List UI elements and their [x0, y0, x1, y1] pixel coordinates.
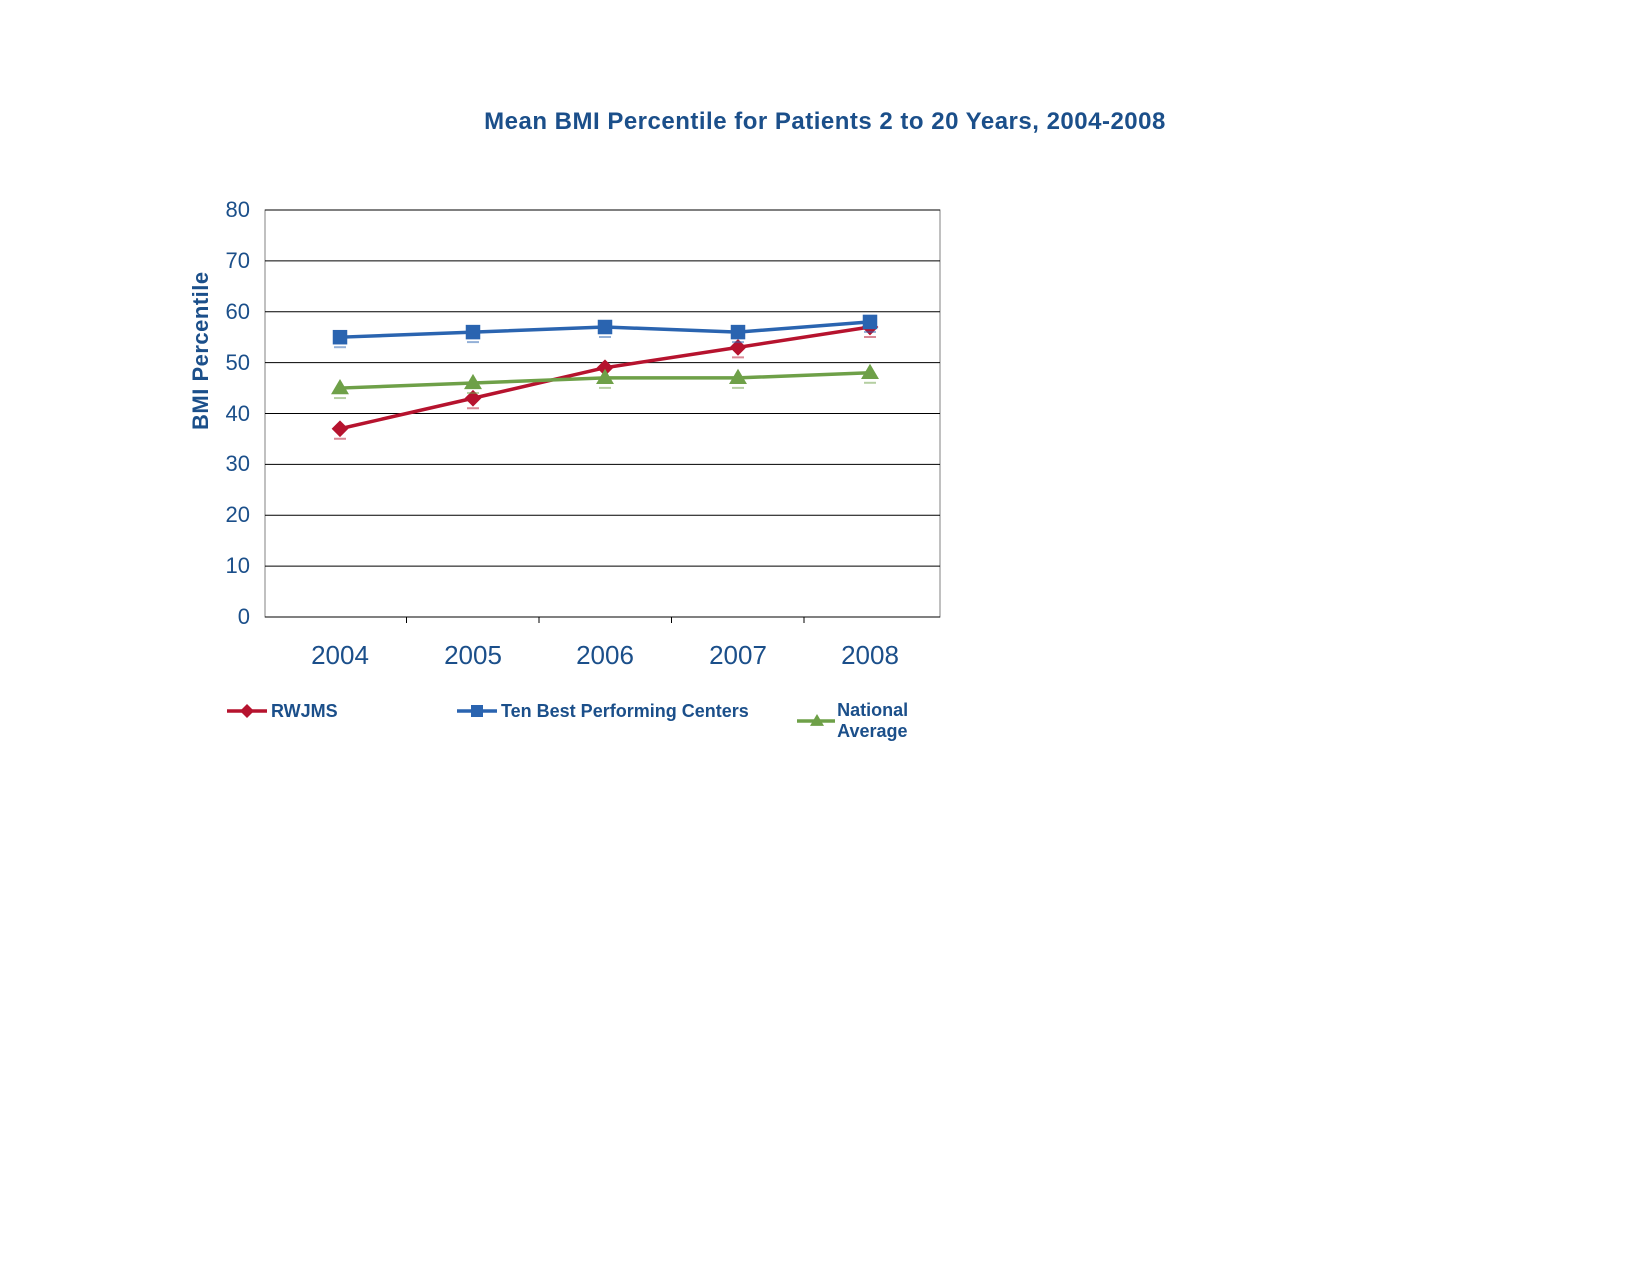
legend-marker-icon: [225, 700, 269, 722]
legend-label: National Average: [837, 700, 970, 742]
y-tick-label: 30: [226, 451, 250, 477]
x-tick-label: 2008: [841, 640, 899, 671]
chart-legend: RWJMSTen Best Performing CentersNational…: [225, 700, 970, 730]
page: Mean BMI Percentile for Patients 2 to 20…: [0, 0, 1650, 1275]
legend-label: RWJMS: [271, 701, 338, 722]
y-tick-label: 10: [226, 553, 250, 579]
y-tick-label: 0: [238, 604, 250, 630]
y-tick-label: 50: [226, 350, 250, 376]
legend-item: National Average: [795, 700, 970, 742]
legend-label: Ten Best Performing Centers: [501, 701, 749, 722]
legend-item: Ten Best Performing Centers: [455, 700, 749, 722]
x-tick-label: 2006: [576, 640, 634, 671]
y-tick-label: 70: [226, 248, 250, 274]
legend-item: RWJMS: [225, 700, 338, 722]
x-tick-label: 2004: [311, 640, 369, 671]
legend-marker-icon: [795, 710, 835, 732]
y-tick-label: 80: [226, 197, 250, 223]
x-tick-label: 2007: [709, 640, 767, 671]
y-tick-label: 40: [226, 401, 250, 427]
y-tick-label: 60: [226, 299, 250, 325]
x-tick-label: 2005: [444, 640, 502, 671]
y-tick-label: 20: [226, 502, 250, 528]
chart-plot-area: [0, 0, 1650, 1275]
legend-marker-icon: [455, 700, 499, 722]
